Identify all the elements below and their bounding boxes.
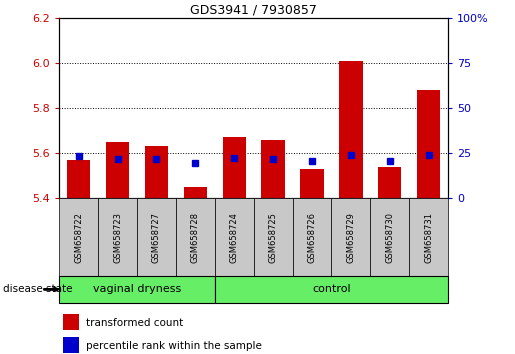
- Bar: [370, 198, 409, 276]
- Bar: [378, 167, 401, 198]
- Bar: [300, 169, 323, 198]
- Text: GSM658727: GSM658727: [152, 212, 161, 263]
- Text: GSM658728: GSM658728: [191, 212, 200, 263]
- Bar: [262, 139, 285, 198]
- Bar: [137, 198, 176, 276]
- Bar: [63, 314, 79, 331]
- Bar: [59, 276, 215, 303]
- Bar: [63, 337, 79, 353]
- Text: GSM658722: GSM658722: [74, 212, 83, 263]
- Bar: [409, 198, 448, 276]
- Bar: [253, 198, 293, 276]
- Text: control: control: [312, 284, 351, 295]
- Bar: [184, 187, 207, 198]
- Text: GSM658731: GSM658731: [424, 212, 433, 263]
- Bar: [176, 198, 215, 276]
- Bar: [222, 137, 246, 198]
- Bar: [215, 198, 253, 276]
- Bar: [215, 276, 448, 303]
- Bar: [145, 146, 168, 198]
- Bar: [339, 61, 363, 198]
- Bar: [59, 198, 98, 276]
- Text: vaginal dryness: vaginal dryness: [93, 284, 181, 295]
- Bar: [332, 198, 370, 276]
- Title: GDS3941 / 7930857: GDS3941 / 7930857: [190, 4, 317, 17]
- Bar: [106, 142, 129, 198]
- Text: GSM658725: GSM658725: [269, 212, 278, 263]
- Text: GSM658726: GSM658726: [307, 212, 316, 263]
- Text: GSM658730: GSM658730: [385, 212, 394, 263]
- Text: percentile rank within the sample: percentile rank within the sample: [87, 341, 262, 351]
- Bar: [67, 160, 90, 198]
- Text: disease state: disease state: [3, 284, 72, 295]
- Text: GSM658723: GSM658723: [113, 212, 122, 263]
- Bar: [293, 198, 332, 276]
- Text: transformed count: transformed count: [87, 318, 184, 328]
- Bar: [417, 90, 440, 198]
- Text: GSM658729: GSM658729: [347, 212, 355, 263]
- Text: GSM658724: GSM658724: [230, 212, 238, 263]
- Bar: [98, 198, 137, 276]
